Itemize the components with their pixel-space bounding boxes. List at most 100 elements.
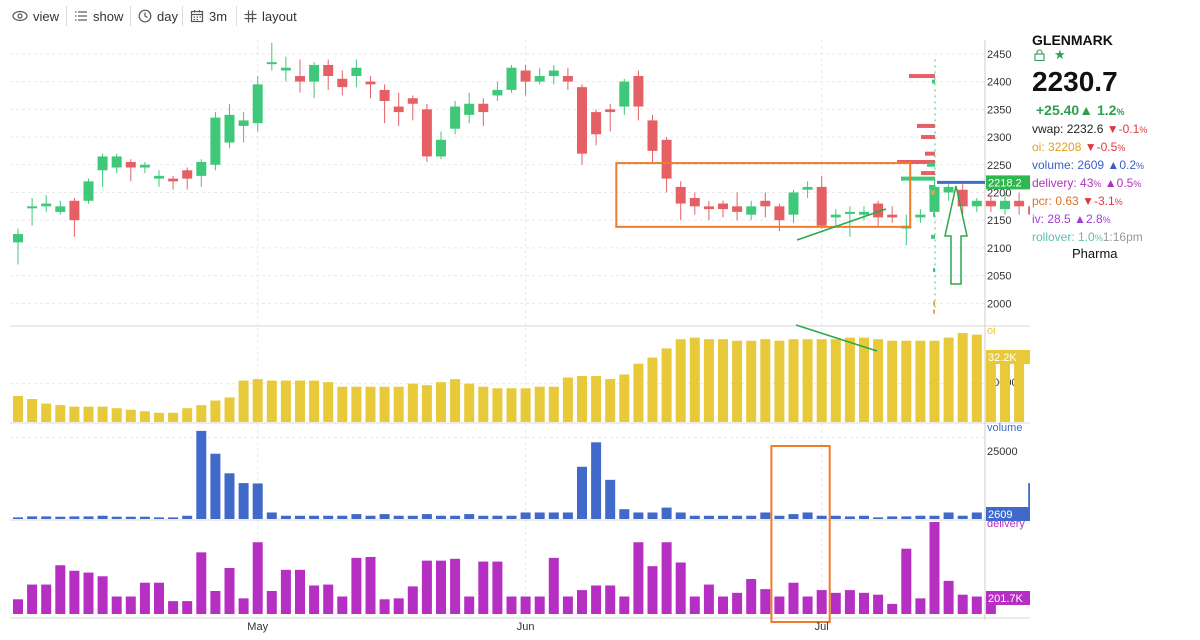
- candle-body: [844, 211, 855, 214]
- oi-bar: [97, 406, 108, 422]
- price-axis: 2000205021002150220022502300235024002450…: [984, 40, 1025, 620]
- oi-bar: [125, 409, 136, 422]
- delivery-bar: [520, 596, 531, 614]
- iv-value: 28.5: [1047, 212, 1071, 226]
- candle-body: [421, 109, 432, 157]
- rollover-time: 1:16pm: [1102, 230, 1143, 244]
- volume-bar: [675, 512, 686, 519]
- oi-bar: [224, 397, 235, 422]
- volume-bar: [464, 514, 475, 519]
- oi-bar: [647, 357, 658, 422]
- delivery-bar: [830, 592, 841, 614]
- profile-bar: [931, 234, 935, 239]
- delivery-bar: [577, 590, 587, 614]
- oi-bar: [1000, 349, 1010, 422]
- range-menu[interactable]: 3m: [190, 7, 227, 25]
- delivery-bar: [957, 594, 968, 614]
- vwap-change: -0.1: [1118, 122, 1140, 136]
- candle-body: [661, 139, 672, 179]
- delivery-bar: [323, 584, 334, 614]
- volume-panel-label: volume: [987, 422, 1022, 434]
- delivery-bar: [266, 591, 277, 614]
- volume-bar: [718, 515, 728, 519]
- delivery-bar: [605, 585, 616, 614]
- oi-bar: [309, 380, 320, 422]
- oi-change: -0.5: [1096, 140, 1118, 154]
- lock-icon[interactable]: [1034, 48, 1045, 66]
- volume-bar: [534, 512, 545, 519]
- candle-body: [168, 178, 179, 182]
- oi-bar: [520, 388, 531, 422]
- volume-bar: [873, 517, 884, 519]
- time-axis: May Jun Jul: [247, 621, 828, 633]
- volume-bar: [41, 516, 52, 519]
- candle-body: [520, 70, 531, 82]
- candle-body: [337, 78, 348, 88]
- layout-menu[interactable]: layout: [244, 7, 297, 25]
- oi-panel-label: oi: [987, 325, 996, 337]
- volume-value-tag-bg: [986, 507, 1030, 521]
- profile-bar: [925, 151, 935, 156]
- volume-bar: [252, 483, 263, 519]
- oi-bar: [1014, 353, 1025, 422]
- profile-bar: [901, 176, 935, 181]
- interval-menu[interactable]: day: [138, 7, 178, 25]
- sector-label: Pharma: [1072, 246, 1118, 261]
- volume-value-tag: 2609: [988, 509, 1012, 521]
- delivery-bar: [689, 596, 700, 614]
- volume-bar: [69, 516, 80, 519]
- delivery-bar: [760, 589, 771, 614]
- quote-panel: GLENMARK ★ 2230.7 +25.40▲ 1.2% vwap: 223…: [1030, 0, 1200, 640]
- down-arrow-icon: ▼: [1106, 122, 1119, 136]
- oi-bar: [238, 380, 249, 422]
- oi-bar: [379, 386, 390, 422]
- volume-bar: [295, 515, 305, 519]
- price-tick-label: 2350: [987, 104, 1011, 116]
- price-tick-label: 2300: [987, 132, 1011, 144]
- candle-body: [154, 175, 164, 179]
- pct-sign: %: [1114, 197, 1123, 207]
- price-trendline: [796, 208, 887, 241]
- delivery-value: 43: [1080, 176, 1094, 190]
- volume-bar: [830, 515, 841, 519]
- volume-bar: [520, 512, 531, 519]
- volume-bar: [196, 430, 207, 519]
- oi-bar: [703, 339, 714, 422]
- volume-bar: [971, 512, 982, 519]
- delivery-bar: [13, 599, 23, 614]
- candle-body: [985, 200, 996, 207]
- pcr-value: 0.63: [1055, 194, 1079, 208]
- show-menu[interactable]: show: [74, 7, 123, 25]
- view-menu[interactable]: view: [12, 7, 59, 25]
- volume-bar: [238, 483, 249, 519]
- candle-body: [27, 206, 38, 209]
- candle-body: [506, 67, 517, 90]
- time-tick-label: May: [247, 621, 268, 633]
- volume-bar: [859, 515, 869, 519]
- candle-body: [492, 89, 503, 96]
- volume-bar: [802, 512, 813, 519]
- delivery-bar: [196, 552, 207, 614]
- delivery-bar: [774, 596, 785, 614]
- oi-bar: [83, 406, 94, 422]
- candle-body: [69, 200, 80, 221]
- stock-chart[interactable]: 2000205021002150220022502300235024002450…: [0, 0, 1030, 640]
- star-icon[interactable]: ★: [1054, 47, 1066, 62]
- candle-body: [365, 81, 376, 85]
- down-arrow-icon: ▼: [1084, 140, 1097, 154]
- profile-bar: [931, 190, 935, 195]
- oi-bar: [436, 382, 446, 422]
- oi-bar: [760, 339, 771, 422]
- oi-bar: [351, 386, 362, 422]
- price-tick-label: 2250: [987, 160, 1011, 172]
- volume-bar: [887, 516, 898, 519]
- candle-body: [41, 203, 52, 207]
- oi-bar: [450, 379, 461, 422]
- candle-body: [675, 186, 686, 204]
- last-price-tag: 2218.2: [988, 177, 1022, 189]
- candle-body: [266, 62, 277, 65]
- delivery-bar: [915, 598, 926, 614]
- candle-body: [647, 120, 658, 151]
- profile-bar: [933, 212, 935, 217]
- oi-bar: [534, 386, 545, 422]
